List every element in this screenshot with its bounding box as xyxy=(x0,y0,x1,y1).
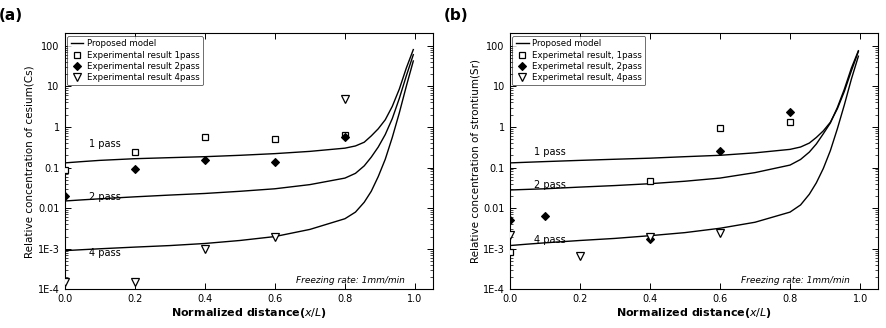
Text: (a): (a) xyxy=(0,8,22,23)
Text: 1 pass: 1 pass xyxy=(89,139,120,149)
Text: Freezing rate: 1mm/min: Freezing rate: 1mm/min xyxy=(296,276,405,285)
Text: 4 pass: 4 pass xyxy=(89,248,120,258)
Text: Freezing rate: 1mm/min: Freezing rate: 1mm/min xyxy=(741,276,850,285)
Text: 2 pass: 2 pass xyxy=(89,192,120,202)
Legend: Proposed model, Experimental result 1pass, Experimental result 2pass, Experiment: Proposed model, Experimental result 1pas… xyxy=(67,36,203,85)
X-axis label: Normalized distance($x/L$): Normalized distance($x/L$) xyxy=(616,306,772,320)
Y-axis label: Relative concentration of cesium(Cs): Relative concentration of cesium(Cs) xyxy=(25,65,35,258)
Text: 4 pass: 4 pass xyxy=(534,235,566,245)
Text: 1 pass: 1 pass xyxy=(534,147,566,157)
Text: (b): (b) xyxy=(443,8,468,23)
Text: 2 pass: 2 pass xyxy=(534,180,566,190)
Legend: Proposed model, Experimetal result, 1pass, Experimetal result, 2pass, Experimeta: Proposed model, Experimetal result, 1pas… xyxy=(512,36,645,85)
X-axis label: Normalized distance($x/L$): Normalized distance($x/L$) xyxy=(170,306,327,320)
Y-axis label: Relative concentration of strontium(Sr): Relative concentration of strontium(Sr) xyxy=(470,59,480,263)
